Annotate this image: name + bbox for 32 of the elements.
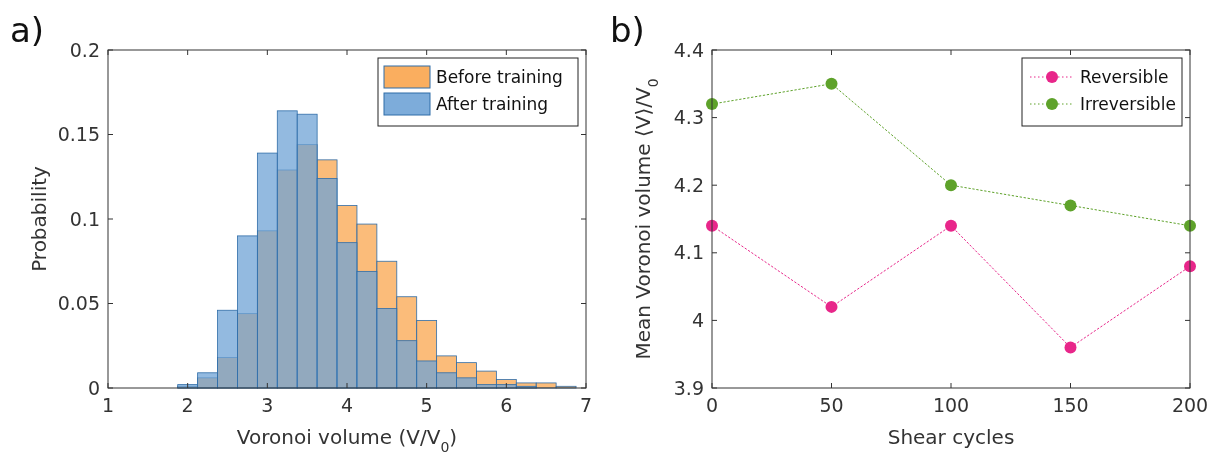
- legend-label: Reversible: [1080, 67, 1169, 87]
- x-tick-label: 4: [340, 394, 354, 416]
- x-tick-label: 0: [705, 394, 719, 416]
- y-tick-label: 0.1: [69, 207, 100, 230]
- y-tick-label: 0.2: [69, 38, 100, 61]
- x-axis-title: Voronoi volume (V/V$_{0}$): [236, 425, 458, 455]
- y-tick-label: 0.15: [57, 123, 100, 146]
- x-tick-label: 2: [181, 394, 194, 416]
- x-tick-label: 3: [261, 394, 274, 416]
- legend-label: Before training: [436, 67, 563, 87]
- x-tick-label: 6: [500, 394, 513, 416]
- text: a): [10, 10, 45, 50]
- y-tick-label: 3.9: [673, 376, 704, 399]
- x-tick-label: 100: [932, 394, 970, 416]
- text: b): [610, 10, 645, 50]
- y-tick-label: 4: [691, 309, 704, 332]
- x-tick-label: 200: [1171, 394, 1209, 416]
- y-axis-title: Probability: [27, 165, 51, 272]
- x-tick-label: 50: [819, 394, 844, 416]
- x-tick-label: 1: [101, 394, 115, 416]
- y-tick-label: 0: [87, 376, 100, 399]
- x-tick-label: 150: [1052, 394, 1089, 416]
- y-tick-label: 4.4: [673, 38, 704, 61]
- legend-label: Irreversible: [1080, 94, 1176, 114]
- x-axis-title: Shear cycles: [887, 425, 1015, 449]
- y-tick-label: 4.1: [673, 241, 704, 264]
- x-tick-label: 5: [420, 394, 433, 416]
- y-tick-label: 4.2: [673, 173, 704, 196]
- y-tick-label: 0.05: [57, 292, 100, 315]
- y-tick-label: 4.3: [673, 106, 704, 129]
- x-tick-label: 7: [579, 394, 593, 416]
- legend-label: After training: [436, 94, 549, 114]
